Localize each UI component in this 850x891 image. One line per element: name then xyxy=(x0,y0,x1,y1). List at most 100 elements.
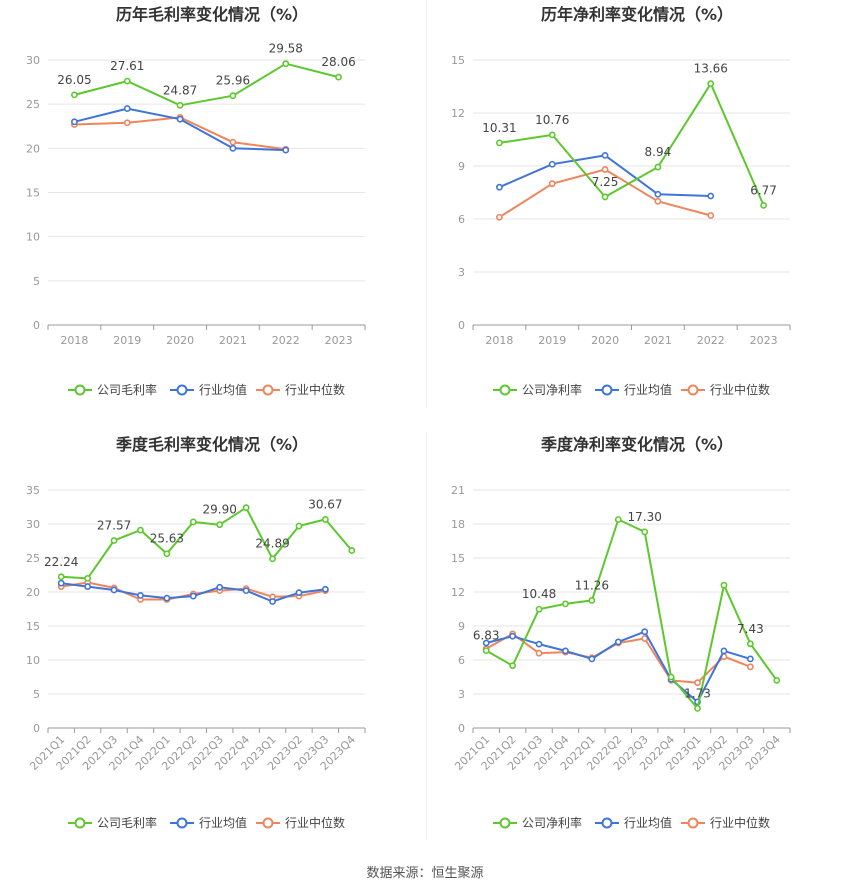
data-point-company xyxy=(335,73,342,81)
data-label: 27.61 xyxy=(110,59,144,73)
data-label: 6.83 xyxy=(473,629,500,643)
legend-label-industry-avg: 行业均值 xyxy=(199,382,247,397)
y-tick-label: 6 xyxy=(458,213,465,226)
data-point-company xyxy=(216,521,224,529)
x-tick-label: 2021 xyxy=(644,334,672,347)
legend-label-company: 公司毛利率 xyxy=(97,815,157,830)
vertical-divider-bottom xyxy=(426,432,427,840)
series-line-company xyxy=(485,518,778,710)
data-point-company xyxy=(535,605,543,613)
data-point-company xyxy=(707,80,715,88)
quarterly-net-margin-panel: 季度净利率变化情况（%） 0 3 6 9 12 15 18 21 2021Q1 2021Q2 2021… xyxy=(425,430,850,855)
y-tick-label: 20 xyxy=(26,142,40,155)
y-tick-label: 9 xyxy=(458,160,465,173)
x-tick-label: 2019 xyxy=(538,334,566,347)
data-point-industry-avg xyxy=(746,655,754,663)
data-source-note: 数据来源：恒生聚源 xyxy=(366,866,484,881)
annual-gross-margin-panel: 历年毛利率变化情况（%） 0 5 10 15 20 25 30 2018 2019 2020 2021… xyxy=(0,0,425,425)
y-tick-label: 25 xyxy=(26,98,40,111)
data-point-company xyxy=(509,662,517,670)
data-point-industry-avg xyxy=(84,583,92,590)
legend-label-industry-median: 行业中位数 xyxy=(285,382,345,397)
data-label: 25.63 xyxy=(150,532,184,546)
data-label: 11.26 xyxy=(575,578,609,592)
legend-marker-industry-median xyxy=(687,384,699,396)
y-tick-label: 30 xyxy=(26,518,40,531)
data-label: 24.87 xyxy=(163,83,197,97)
x-tick-label: 2018 xyxy=(485,334,513,347)
legend-marker-industry-avg xyxy=(176,817,188,829)
data-point-industry-median xyxy=(229,138,237,146)
legend-marker-industry-median xyxy=(687,817,699,829)
quarterly-gross-margin-chart: 季度毛利率变化情况（%）051015202530352021Q12021Q220… xyxy=(26,435,366,830)
data-label: 26.05 xyxy=(57,73,91,87)
data-point-industry-median xyxy=(123,119,131,127)
data-point-industry-avg xyxy=(707,192,715,200)
data-label: 7.25 xyxy=(592,175,619,189)
y-tick-label: 0 xyxy=(458,722,465,735)
legend-label-industry-median: 行业中位数 xyxy=(710,815,770,830)
y-tick-label: 10 xyxy=(26,654,40,667)
data-point-industry-avg xyxy=(71,118,78,126)
x-tick-label: 2023 xyxy=(750,334,778,347)
data-point-company xyxy=(548,131,556,139)
y-tick-label: 3 xyxy=(458,688,465,701)
data-label: 17.30 xyxy=(628,510,662,524)
x-tick-label: 2019 xyxy=(113,334,141,347)
data-point-industry-avg xyxy=(229,144,237,152)
data-point-industry-avg xyxy=(509,632,517,640)
data-label: 27.57 xyxy=(97,519,131,533)
legend-marker-industry-avg xyxy=(601,384,613,396)
chart-title: 历年毛利率变化情况（%） xyxy=(116,5,308,24)
data-point-industry-avg xyxy=(654,190,662,198)
data-point-industry-avg xyxy=(163,594,171,602)
data-point-company xyxy=(110,537,118,544)
data-point-industry-avg xyxy=(123,105,131,112)
data-point-company xyxy=(269,555,276,563)
y-tick-label: 35 xyxy=(26,484,40,497)
data-point-company xyxy=(163,550,171,558)
data-point-company xyxy=(189,518,197,526)
data-label: 8.94 xyxy=(645,145,672,159)
data-point-company xyxy=(720,581,728,589)
data-point-company xyxy=(282,60,290,68)
quarterly-gross-margin-panel: 季度毛利率变化情况（%） 0 5 10 15 20 25 30 35 2021Q1 2021Q2 20… xyxy=(0,430,425,855)
y-tick-label: 18 xyxy=(451,518,465,531)
vertical-divider-top xyxy=(426,0,427,408)
data-point-company xyxy=(588,596,596,604)
data-point-company xyxy=(601,193,609,201)
legend-marker-company xyxy=(499,817,511,829)
y-tick-label: 3 xyxy=(458,266,465,279)
data-point-industry-avg xyxy=(110,586,118,594)
series-line-company xyxy=(61,506,353,580)
chart-title: 季度净利率变化情况（%） xyxy=(540,435,733,454)
legend-label-industry-median: 行业中位数 xyxy=(285,815,345,830)
legend-label-company: 公司净利率 xyxy=(522,382,582,397)
legend-marker-industry-median xyxy=(262,384,274,396)
legend-label-industry-median: 行业中位数 xyxy=(710,382,770,397)
data-label: 1.73 xyxy=(684,686,711,700)
data-label: 6.77 xyxy=(750,183,777,197)
x-tick-label: 2020 xyxy=(591,334,619,347)
data-point-company xyxy=(71,91,78,99)
data-point-industry-median xyxy=(641,635,649,642)
data-point-company xyxy=(242,504,250,512)
legend-marker-company xyxy=(499,384,511,396)
y-tick-label: 21 xyxy=(451,484,465,497)
data-label: 10.31 xyxy=(482,121,516,135)
data-point-industry-avg xyxy=(269,598,276,605)
data-label: 7.43 xyxy=(737,622,764,636)
data-point-industry-median xyxy=(548,180,556,188)
data-point-company xyxy=(57,573,65,581)
y-tick-label: 5 xyxy=(33,688,40,701)
y-tick-label: 15 xyxy=(26,620,40,633)
y-tick-label: 5 xyxy=(33,275,40,288)
y-tick-label: 9 xyxy=(458,620,465,633)
data-point-industry-avg xyxy=(216,583,224,591)
data-label: 24.89 xyxy=(255,537,289,551)
data-label: 30.67 xyxy=(308,497,342,511)
legend-marker-company xyxy=(74,384,86,396)
data-point-company xyxy=(667,673,675,681)
y-tick-label: 25 xyxy=(26,552,40,565)
data-point-industry-median xyxy=(707,212,715,219)
